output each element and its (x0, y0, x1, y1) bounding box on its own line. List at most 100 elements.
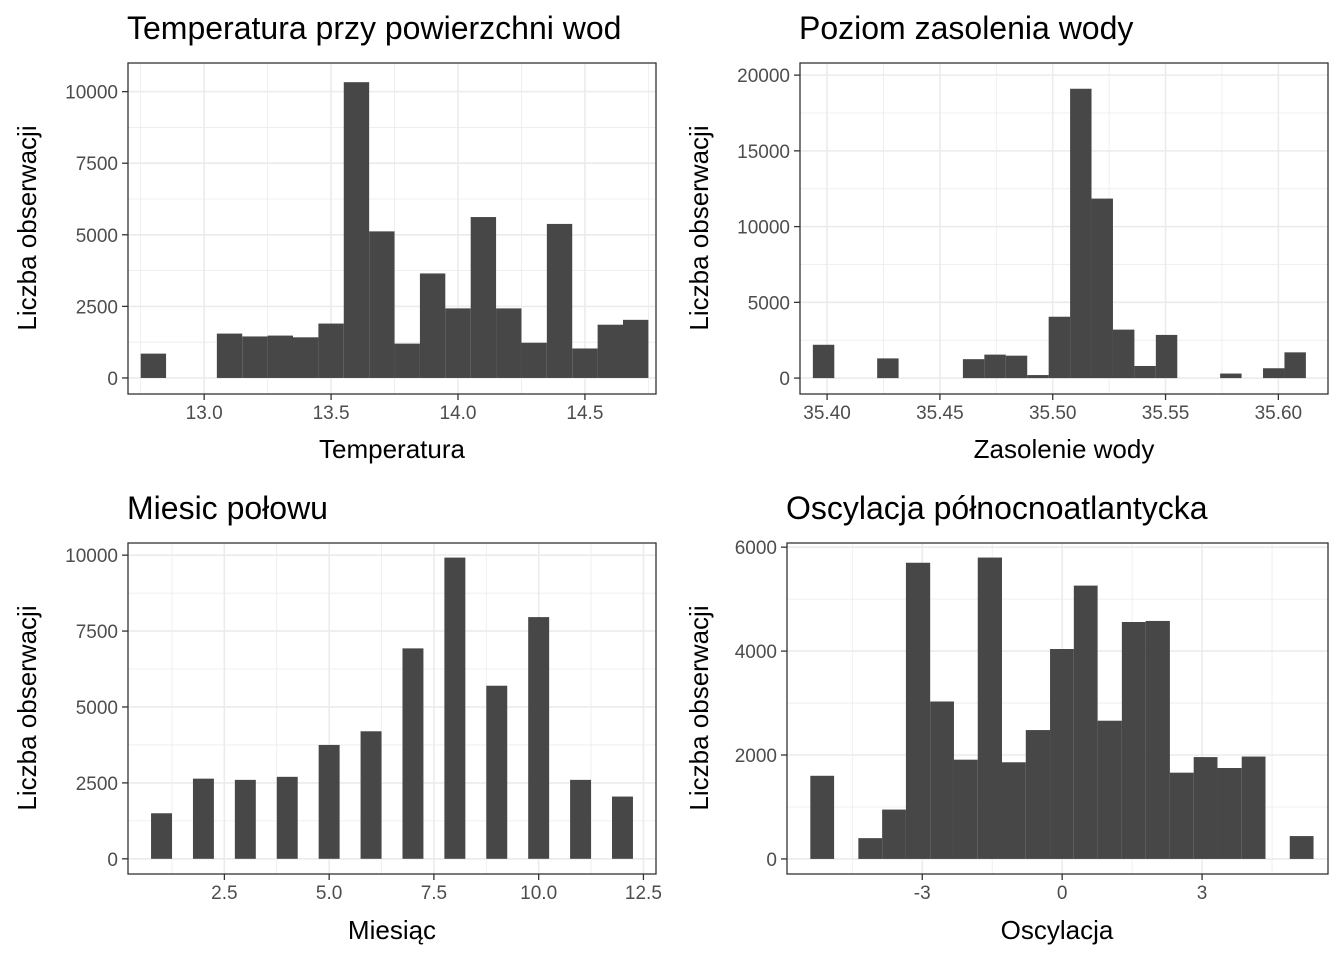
histogram-bar (623, 319, 649, 378)
x-tick-label: 35.50 (1029, 403, 1077, 424)
histogram-bar (496, 308, 522, 378)
histogram-bar (1145, 620, 1170, 859)
histogram-bar (1220, 373, 1242, 379)
y-tick-label: 4000 (735, 642, 777, 663)
panel-temperatura: Temperatura przy powierzchni wod 13.0 13.… (12, 10, 657, 464)
y-tick-label: 2500 (76, 297, 118, 318)
histogram-bar (1263, 368, 1285, 379)
histogram-bar (1241, 756, 1266, 859)
histogram-bar (977, 557, 1003, 859)
x-axis-ticks: 2.5 5.0 7.5 10.0 12.5 (211, 874, 662, 904)
panel-background (128, 543, 656, 874)
histogram-bar (1070, 88, 1092, 379)
histogram-bar (486, 685, 508, 859)
panel-oscylacja: Oscylacja północnoatlantycka -3 0 3 0 2000 4… (684, 490, 1329, 945)
y-axis-ticks: 0 2000 4000 6000 (735, 538, 787, 871)
grid-lines (800, 63, 1328, 394)
histogram-bar (962, 359, 985, 379)
x-tick-label: 5.0 (316, 883, 342, 904)
y-tick-label: 5000 (76, 226, 118, 247)
histogram-bar (216, 333, 243, 378)
x-tick-label: 14.5 (566, 403, 603, 424)
y-tick-label: 0 (766, 850, 777, 871)
histogram-bar (858, 838, 883, 859)
panel-title: Poziom zasolenia wody (799, 10, 1133, 46)
histogram-bar (882, 809, 906, 859)
panel-border (786, 542, 1329, 875)
x-axis-ticks: -3 0 3 (914, 874, 1208, 904)
y-tick-label: 0 (779, 369, 790, 390)
y-tick-label: 0 (107, 369, 118, 390)
histogram-bar (394, 343, 420, 378)
histogram-bar (242, 336, 268, 378)
x-tick-label: 13.0 (186, 403, 223, 424)
y-axis-ticks: 0 5000 10000 15000 20000 (737, 66, 800, 390)
histogram-bar (1002, 762, 1026, 859)
x-axis-title: Oscylacja (1001, 915, 1114, 945)
histogram-bar (528, 617, 550, 859)
histogram-bar (1027, 375, 1049, 379)
x-tick-label: 0 (1057, 883, 1068, 904)
histogram-bar (293, 337, 319, 378)
histogram-bar (1134, 365, 1156, 379)
y-axis-title: Liczba obserwacji (684, 125, 714, 330)
x-tick-label: 12.5 (625, 883, 662, 904)
histogram-bar (1097, 720, 1122, 859)
histogram-bar (546, 223, 573, 378)
histogram-bar (1284, 352, 1306, 379)
histogram-bar (1193, 757, 1218, 859)
y-tick-label: 7500 (76, 154, 118, 175)
x-tick-label: 35.55 (1142, 403, 1190, 424)
y-axis-ticks: 0 2500 5000 7500 10000 (65, 83, 128, 390)
panel-title: Miesic połowu (127, 490, 328, 526)
y-tick-label: 20000 (737, 66, 790, 87)
x-tick-label: -3 (914, 883, 931, 904)
y-tick-label: 2000 (735, 746, 777, 767)
x-tick-label: 10.0 (520, 883, 557, 904)
y-tick-label: 5000 (76, 698, 118, 719)
y-tick-label: 2500 (76, 774, 118, 795)
x-tick-label: 7.5 (421, 883, 447, 904)
y-tick-label: 10000 (65, 546, 118, 567)
x-tick-label: 3 (1197, 883, 1208, 904)
y-tick-label: 7500 (76, 622, 118, 643)
x-tick-label: 13.5 (313, 403, 350, 424)
bars (812, 88, 1306, 379)
x-axis-ticks: 13.0 13.5 14.0 14.5 (186, 394, 603, 424)
histogram-bar (1217, 767, 1242, 859)
panel-title: Oscylacja północnoatlantycka (786, 490, 1208, 526)
x-tick-label: 35.60 (1255, 403, 1303, 424)
y-tick-label: 10000 (65, 83, 118, 104)
histogram-bar (612, 796, 633, 859)
histogram-bar (318, 744, 340, 859)
histogram-bar (419, 273, 446, 378)
histogram-bar (1048, 316, 1071, 379)
histogram-bar (445, 308, 471, 378)
histogram-bar (369, 231, 395, 378)
histogram-bar (930, 701, 954, 859)
histogram-bar (1091, 198, 1113, 379)
histogram-bar (984, 354, 1006, 379)
histogram-bar (470, 217, 497, 378)
histogram-bar (1121, 621, 1146, 859)
x-axis-title: Zasolenie wody (974, 434, 1155, 464)
panel-border (127, 62, 657, 395)
histogram-bar (1073, 585, 1098, 859)
x-axis-title: Miesiąc (348, 915, 436, 945)
bars (151, 557, 633, 859)
histogram-bar (343, 82, 370, 378)
histogram-bar (810, 775, 835, 859)
histogram-bar (444, 557, 466, 859)
histogram-bar (572, 348, 598, 378)
x-axis-title: Temperatura (319, 434, 465, 464)
histogram-bar (812, 344, 835, 379)
histogram-bar (1289, 836, 1314, 859)
y-axis-title: Liczba obserwacji (12, 605, 42, 810)
histogram-bar (1169, 772, 1194, 859)
x-tick-label: 35.45 (916, 403, 964, 424)
histogram-bar (192, 778, 214, 859)
histogram-bar (570, 779, 592, 859)
y-tick-label: 15000 (737, 142, 790, 163)
